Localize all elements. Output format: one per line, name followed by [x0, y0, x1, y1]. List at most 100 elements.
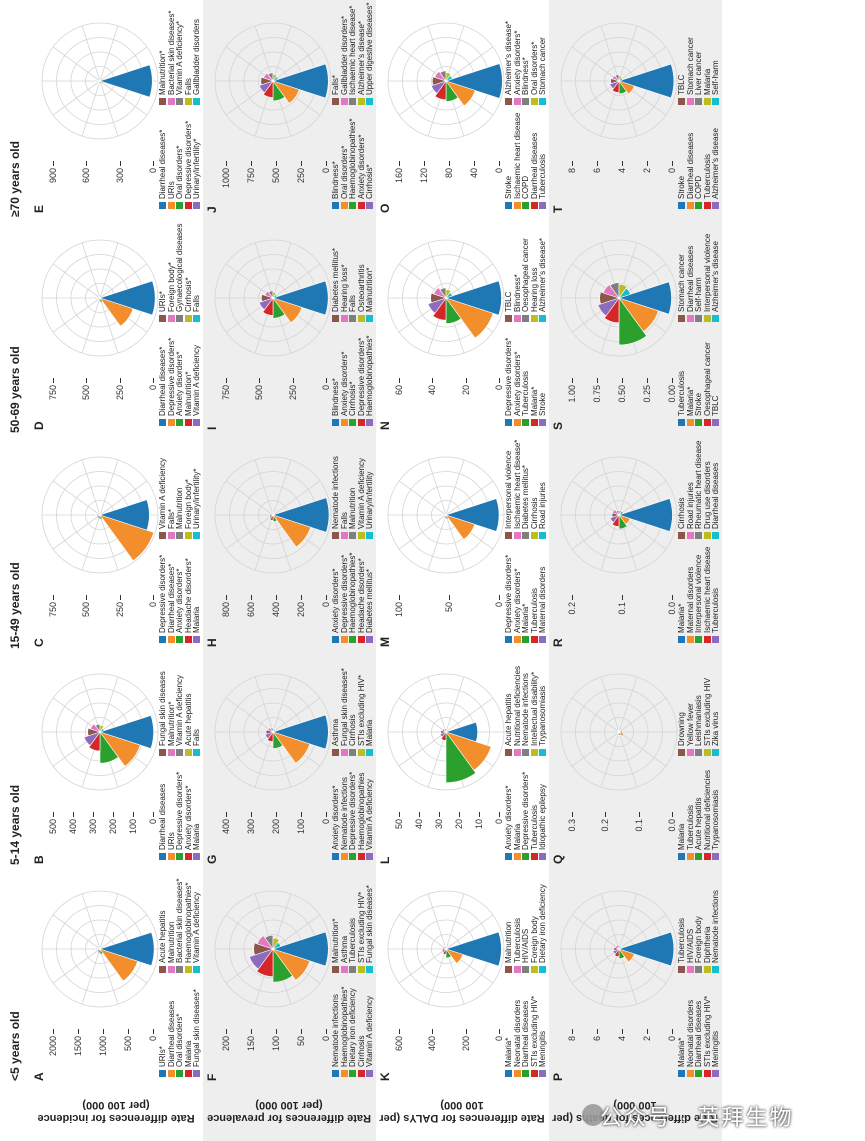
legend-label: Vitamin A deficiency: [365, 778, 375, 850]
legend-swatch: [176, 1070, 184, 1077]
sector-0: [99, 64, 153, 98]
legend-label: Nematode infections: [711, 890, 721, 963]
legend-swatch: [176, 749, 184, 756]
tick-label: 250: [115, 378, 125, 400]
panel-T: T 8 6 4 2 0 Stroke Diarrheal diseases COPD Tuberc…: [549, 0, 722, 215]
legend-swatch: [366, 315, 374, 322]
legend-swatch: [332, 636, 339, 643]
legend-swatch: [712, 853, 720, 860]
sector-1: [618, 948, 635, 963]
legend-label: Dietary iron deficiency: [538, 884, 548, 963]
legend-item: Alzheimer's disease*: [538, 238, 547, 322]
legend-swatch: [686, 749, 694, 756]
sector-1: [272, 514, 312, 548]
grid-spoke: [225, 480, 274, 516]
sector-3: [611, 514, 620, 527]
legend-swatch: [505, 315, 512, 322]
panel-letter: H: [205, 638, 219, 647]
legend-swatch: [686, 1070, 694, 1077]
radial-tick-labels: 600 400 200 0: [394, 1029, 506, 1077]
grid-spoke: [99, 46, 148, 82]
grid-spoke: [99, 459, 119, 516]
legend-swatch: [184, 202, 192, 209]
legend: Blindness* Oral disorders* Haemoglobinopat…: [331, 1, 375, 209]
sector-0: [445, 931, 502, 967]
legend-swatch: [530, 749, 538, 756]
legend: Depressive disorders* Anxiety disorders* M…: [504, 435, 548, 643]
legend-swatch: [522, 749, 530, 756]
legend-swatch: [366, 1070, 374, 1077]
age-label-2: 15-49 years old: [8, 562, 22, 649]
legend-swatch: [513, 98, 521, 105]
panel-letter: O: [378, 203, 392, 213]
panel-letter: E: [32, 204, 46, 213]
tick-label: 0.2: [600, 812, 610, 832]
tick-label: 4: [617, 161, 627, 173]
legend-swatch: [184, 966, 192, 973]
sector-9: [618, 287, 631, 299]
legend-label: Gallbladder disorders: [192, 18, 202, 95]
grid-spoke: [618, 25, 638, 82]
legend-swatch: [340, 966, 348, 973]
legend-swatch: [357, 1070, 365, 1077]
legend-swatch: [357, 532, 365, 539]
age-label-0: <5 years old: [8, 1011, 22, 1081]
tick-label: 100: [394, 595, 404, 617]
legend-swatch: [340, 853, 348, 860]
grid-spoke: [99, 80, 148, 116]
grid-spoke: [272, 46, 321, 82]
sector-7: [98, 512, 101, 516]
legend-swatch: [522, 966, 530, 973]
sector-9: [272, 513, 276, 516]
grid-spoke: [571, 514, 620, 550]
grid-spoke: [445, 25, 465, 82]
legend-item: Vitamin A deficiency: [365, 779, 374, 860]
legend-swatch: [522, 98, 530, 105]
polar-chart: [387, 456, 505, 574]
legend-label: Alzheimer's disease*: [538, 237, 548, 312]
radial-tick-labels: 750 500 250 0: [48, 595, 160, 643]
tick-label: 8: [567, 1029, 577, 1041]
row-axis-label: Rate differences for prevalence (per 100…: [203, 1083, 376, 1141]
legend-item: Trypanosomiasis: [711, 790, 720, 860]
sector-5: [440, 729, 447, 735]
sector-6: [267, 727, 274, 733]
legend-swatch: [539, 1070, 547, 1077]
tick-label: 1000: [98, 1029, 108, 1056]
grid-spoke: [445, 263, 494, 299]
sector-9: [445, 292, 453, 299]
grid-spoke: [618, 914, 667, 950]
tick-label: 0.0: [667, 812, 677, 832]
legend-item: Upper digestive diseases*: [365, 3, 374, 105]
sector-3: [432, 297, 447, 321]
legend-swatch: [513, 636, 521, 643]
tick-label: 1500: [73, 1029, 83, 1056]
sector-7: [439, 287, 447, 299]
legend-swatch: [340, 1070, 348, 1077]
sector-2: [445, 514, 449, 520]
row-axis-label: Rate differences for DALYs (per 100 000): [376, 1083, 549, 1141]
legend-label: Urinary/infertility*: [192, 138, 202, 199]
tick-label: 250: [115, 595, 125, 617]
legend-swatch: [349, 636, 357, 643]
legend-item: TBLC: [711, 396, 720, 426]
sector-0: [618, 63, 675, 99]
legend-swatch: [522, 532, 530, 539]
sector-9: [618, 77, 624, 82]
grid-spoke: [254, 242, 274, 299]
legend-item: Cirrhosis*: [365, 164, 374, 209]
legend-item: Meningitis: [538, 1031, 547, 1077]
legend: Malaria* Neonatal disorders Diarrheal dise…: [504, 869, 548, 1077]
polar-chart: [560, 456, 678, 574]
tick-label: 0: [148, 812, 158, 824]
tick-label: 20: [454, 812, 464, 829]
sector-2: [99, 80, 103, 85]
polar-chart: [560, 22, 678, 140]
legend-swatch: [695, 1070, 703, 1077]
legend-label: Alzheimer's disease: [711, 128, 721, 199]
grid-spoke: [571, 731, 620, 767]
panel-R: R 0.2 0.1 0.0 Malaria* Maternal disorders Inte…: [549, 433, 722, 649]
sector-2: [99, 514, 103, 520]
legend: Diarrheal diseases* Depressive disorders*…: [158, 218, 202, 426]
